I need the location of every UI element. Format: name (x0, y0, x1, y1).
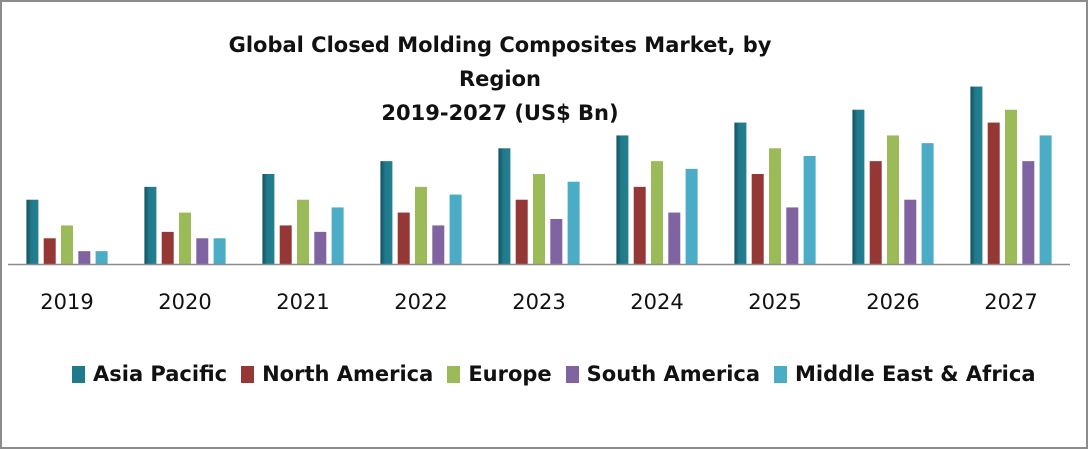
bar-north-america-2025 (751, 174, 764, 264)
legend-item: North America (241, 362, 433, 386)
bar-south-america-2022 (432, 225, 445, 264)
bar-middle-east-africa-2025 (803, 156, 816, 264)
legend-swatch (565, 365, 579, 383)
bar-south-america-2025 (786, 207, 799, 264)
bar-europe-2023 (533, 174, 545, 264)
legend-label: South America (586, 362, 761, 386)
legend-item: Asia Pacific (72, 362, 227, 386)
x-tick-label: 2027 (984, 290, 1037, 314)
legend-swatch (72, 365, 85, 383)
bar-middle-east-africa-2026 (921, 143, 934, 264)
bar-asia-pacific-2023 (498, 148, 511, 264)
bar-north-america-2023 (515, 199, 528, 264)
legend-swatch (774, 365, 788, 383)
bar-middle-east-africa-2020 (213, 238, 226, 264)
bar-middle-east-africa-2021 (331, 207, 344, 264)
bar-south-america-2027 (1022, 161, 1035, 264)
legend-item: Middle East & Africa (774, 362, 1036, 386)
subtitle-line: 2019-2027 (US$ Bn) (381, 101, 619, 125)
x-tick-label: 2024 (630, 290, 683, 314)
bar-north-america-2022 (397, 212, 410, 264)
legend-item: Europe (447, 362, 552, 386)
bar-europe-2027 (1005, 109, 1017, 264)
legend-label: Asia Pacific (93, 362, 228, 386)
x-tick-label: 2026 (866, 290, 919, 314)
title-line: Global Closed Molding Composites Market,… (228, 33, 772, 91)
x-tick-label: 2023 (512, 290, 565, 314)
bar-middle-east-africa-2023 (567, 181, 580, 264)
x-tick-label: 2020 (158, 290, 211, 314)
bar-south-america-2023 (550, 219, 563, 264)
bar-middle-east-africa-2027 (1039, 135, 1052, 264)
legend-swatch (447, 365, 461, 383)
bar-europe-2026 (887, 135, 899, 264)
bar-europe-2019 (61, 225, 73, 264)
chart-title: Global Closed Molding Composites Market,… (210, 28, 790, 130)
bar-north-america-2024 (633, 186, 646, 264)
legend: Asia Pacific North America Europe South Ame… (72, 362, 1036, 386)
x-tick-label: 2022 (394, 290, 447, 314)
bar-middle-east-africa-2024 (685, 168, 698, 264)
bar-north-america-2021 (279, 225, 292, 264)
bar-asia-pacific-2019 (26, 199, 39, 264)
bar-europe-2021 (297, 199, 309, 264)
bar-asia-pacific-2022 (380, 161, 393, 264)
bar-south-america-2024 (668, 212, 681, 264)
legend-swatch (241, 365, 255, 383)
bar-asia-pacific-2027 (970, 86, 983, 264)
bar-south-america-2026 (904, 199, 917, 264)
bar-europe-2024 (651, 161, 663, 264)
bar-south-america-2021 (314, 231, 327, 264)
bar-south-america-2020 (196, 238, 209, 264)
bar-north-america-2019 (43, 238, 56, 264)
x-tick-label: 2021 (276, 290, 329, 314)
bar-asia-pacific-2024 (616, 135, 629, 264)
legend-label: Middle East & Africa (795, 362, 1036, 386)
x-tick-label: 2019 (40, 290, 93, 314)
bar-middle-east-africa-2022 (449, 194, 462, 264)
bar-north-america-2020 (161, 231, 174, 264)
bar-asia-pacific-2025 (734, 122, 747, 264)
x-tick-label: 2025 (748, 290, 801, 314)
bar-north-america-2027 (987, 122, 1000, 264)
bar-south-america-2019 (78, 251, 91, 264)
legend-label: North America (262, 362, 434, 386)
bar-europe-2020 (179, 212, 191, 264)
legend-item: South America (565, 362, 761, 386)
bar-asia-pacific-2026 (852, 109, 865, 264)
bar-europe-2022 (415, 186, 427, 264)
legend-label: Europe (468, 362, 552, 386)
bar-middle-east-africa-2019 (95, 251, 108, 264)
bar-europe-2025 (769, 148, 781, 264)
bar-north-america-2026 (869, 161, 882, 264)
bar-asia-pacific-2020 (144, 186, 157, 264)
bar-asia-pacific-2021 (262, 174, 275, 264)
